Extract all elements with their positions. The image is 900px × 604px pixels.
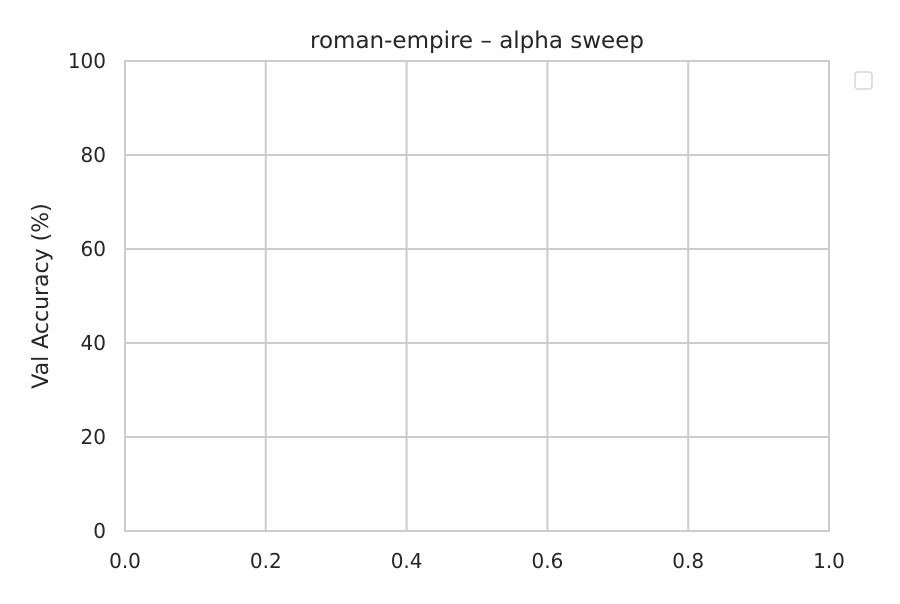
legend-box: [854, 71, 873, 90]
x-tick-label: 0.4: [391, 549, 423, 573]
x-tick-label: 0.0: [109, 549, 141, 573]
plot-area: [125, 61, 829, 531]
y-tick-label: 60: [81, 237, 106, 261]
plot-frame: [124, 60, 830, 532]
grid-lines: [124, 60, 830, 532]
x-tick-label: 0.6: [531, 549, 563, 573]
y-tick-label: 100: [68, 49, 106, 73]
y-tick-labels: 0 20 40 60 80 100: [68, 49, 106, 543]
x-tick-label: 0.2: [250, 549, 282, 573]
y-tick-label: 20: [81, 425, 106, 449]
y-tick-label: 80: [81, 143, 106, 167]
y-tick-label: 40: [81, 331, 106, 355]
x-tick-label: 1.0: [813, 549, 845, 573]
chart-title: roman-empire – alpha sweep: [310, 28, 644, 54]
x-tick-label: 0.8: [672, 549, 704, 573]
y-axis-label: Val Accuracy (%): [29, 203, 54, 388]
y-tick-label: 0: [93, 519, 106, 543]
x-tick-labels: 0.0 0.2 0.4 0.6 0.8 1.0: [109, 549, 845, 573]
legend: [854, 71, 873, 90]
